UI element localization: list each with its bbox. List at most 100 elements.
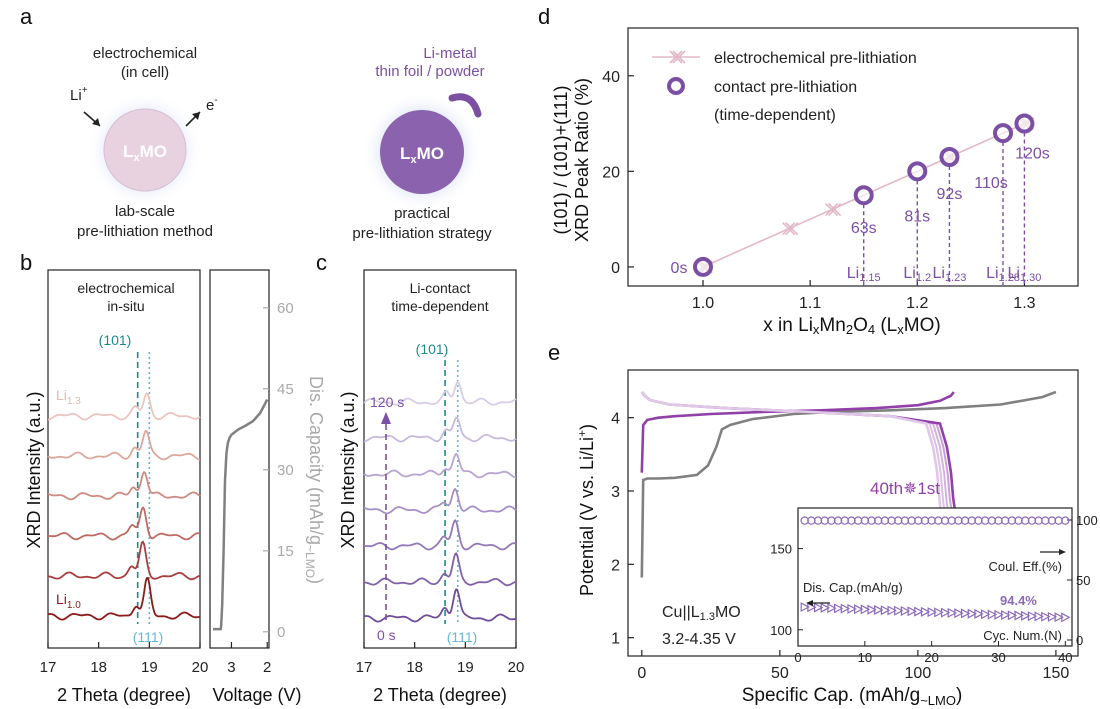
panel-b-x-tick-label: 18 — [90, 659, 107, 676]
time-point-label: 92s — [937, 186, 963, 203]
panel-a-left-top-line1: electrochemical — [93, 45, 197, 62]
panel-e-x-tick-label: 100 — [905, 665, 932, 682]
panel-e-x-tick-label: 0 — [637, 665, 646, 682]
panel-d-point-labels: 0s 63s 81s 92s 110s 120s Li1.15 Li1.2 Li1.23 Li1.… — [671, 146, 1050, 284]
panel-c-peak-101-label: (101) — [416, 341, 449, 357]
panel-d-y-tick-label: 20 — [602, 164, 620, 181]
panel-a-left-bottom-line1: lab-scale — [115, 203, 175, 220]
inset-capacity-marker — [927, 607, 937, 618]
panel-a-left-particle — [103, 108, 187, 192]
panel-b-box-label-line2: in-situ — [107, 298, 144, 314]
panel-a-right-bottom-line2: pre-lithiation strategy — [352, 225, 492, 242]
inset-capacity-marker — [920, 606, 931, 617]
inset-dis-arrowhead — [806, 600, 813, 606]
panel-c-x-axis-label: 2 Theta (degree) — [373, 685, 507, 705]
inset-capacity-marker — [994, 609, 1004, 620]
panel-d-ratio: 1.0 1.1 1.2 1.3 0 20 40 0s 63s 81s 92s 110s 120s Li1… — [551, 27, 1079, 337]
panel-e-y-tick-label: 2 — [611, 557, 620, 574]
contact-marker — [939, 147, 960, 167]
panel-a-right-particle-label: LxMO — [400, 144, 444, 166]
inset-coul-label: Coul. Eff.(%) — [989, 559, 1062, 574]
composition-label: Li1.15 — [847, 265, 881, 284]
panel-a-schematic: electrochemical (in cell) LxMO Li+ e- la… — [70, 45, 492, 242]
panel-letter-d: d — [538, 4, 550, 29]
time-point-label: 81s — [904, 208, 930, 225]
inset-capacity-marker — [860, 604, 871, 615]
panel-a-left-bottom-line2: pre-lithiation method — [77, 223, 213, 240]
panel-c-curve-7 — [363, 588, 517, 623]
panel-c-box-label-line2: time-dependent — [391, 298, 488, 314]
contact-marker — [907, 161, 928, 182]
panel-c-curve-3 — [363, 452, 517, 479]
li-ion-label: Li+ — [70, 85, 88, 104]
panel-e-x-axis-label: Specific Cap. (mAh/g~LMO) — [742, 685, 963, 708]
inset-right-y-tick-label: 100 — [1076, 513, 1098, 528]
inset-capacity-marker — [967, 608, 978, 619]
inset-ticks: 0 10 20 30 40 100 150 0 50 100 — [770, 513, 1097, 665]
inset-efficiency-marker — [1061, 516, 1070, 525]
inset-capacity-marker — [934, 607, 944, 618]
panel-c-time-bottom-label: 0 s — [377, 627, 396, 643]
panel-c-curve-1 — [363, 380, 517, 406]
panel-e-x-tick-label: 150 — [1043, 665, 1070, 682]
panel-letter-c: c — [316, 250, 327, 275]
electron-label: e- — [206, 95, 218, 114]
panel-a-right-top-line1: Li-metal — [423, 45, 476, 62]
panel-d-frame — [627, 27, 1079, 287]
inset-dis-label: Dis. Cap.(mAh/g) — [803, 580, 903, 595]
inset-left-y-tick-label: 150 — [770, 542, 792, 557]
inset-capacity-marker — [1061, 612, 1071, 623]
inset-capacity-marker — [887, 605, 897, 616]
panel-c-x-tick-label: 19 — [457, 659, 474, 676]
panel-b-voltage-x-tick-label: 2 — [263, 659, 271, 676]
time-point-label: 63s — [851, 220, 877, 237]
voltage-curve — [640, 391, 955, 473]
inset-capacity-marker — [867, 604, 877, 615]
legend-electrochem-marker — [669, 50, 686, 64]
composition-label: Li1.30 — [1007, 265, 1041, 284]
inset-capacity-marker — [840, 603, 851, 614]
inset-capacity-marker — [960, 608, 971, 619]
inset-capacity-marker — [1014, 610, 1024, 621]
time-point-label: 120s — [1015, 146, 1050, 163]
panel-c-peak-111-label: (111) — [447, 629, 478, 645]
panel-b-capacity-y-tick-label: 45 — [277, 381, 294, 398]
panel-d-x-tick-label: 1.0 — [692, 295, 714, 312]
panel-a-left-particle-label: LxMO — [123, 142, 167, 164]
composition-label: Li1.2 — [903, 265, 931, 284]
panel-b-capacity-y-tick-label: 60 — [277, 300, 294, 317]
panel-c-curve-6 — [364, 552, 517, 587]
panel-b-top-series-label: Li1.3 — [56, 387, 81, 407]
panel-b-voltage-frame — [209, 269, 270, 649]
li-foil-arc — [448, 93, 482, 118]
inset-capacity-marker — [820, 602, 831, 613]
panel-c-x-ticks: 17 18 19 20 — [356, 642, 524, 676]
inset-capacity-marker — [987, 609, 998, 620]
panel-d-y-axis-label-line2: XRD Peak Ratio (%) — [572, 78, 592, 242]
panel-d-contact-markers — [693, 113, 1035, 277]
inset-capacity-marker — [914, 606, 924, 617]
inset-capacity-marker — [833, 603, 844, 614]
legend-contact-label: contact pre-lithiation — [714, 79, 857, 96]
panel-b-curve-1 — [47, 392, 201, 421]
inset-capacity-marker — [974, 608, 984, 619]
inset-retention-label: 94.4% — [1000, 593, 1037, 608]
panel-b-bottom-series-label: Li1.0 — [56, 591, 81, 611]
inset-capacity-marker — [947, 607, 957, 618]
inset-x-tick-label: 0 — [794, 650, 801, 665]
panel-letter-a: a — [20, 4, 33, 29]
inset-capacity-marker — [800, 602, 810, 613]
panel-b-curves — [47, 392, 201, 621]
inset-capacity-marker — [907, 606, 917, 617]
inset-capacity-marker — [1047, 611, 1058, 622]
panel-b-x-tick-label: 20 — [192, 659, 209, 676]
panel-b-curve-3 — [47, 470, 201, 501]
panel-b-x-tick-label: 19 — [141, 659, 158, 676]
panel-e-x-tick-label: 50 — [771, 665, 789, 682]
inset-x-tick-label: 40 — [1058, 650, 1072, 665]
panel-a-left-top-line2: (in cell) — [121, 64, 169, 81]
inset-right-y-tick-label: 50 — [1076, 573, 1090, 588]
inset-capacity-marker — [880, 605, 891, 616]
panel-c-time-arrowhead — [381, 412, 391, 424]
